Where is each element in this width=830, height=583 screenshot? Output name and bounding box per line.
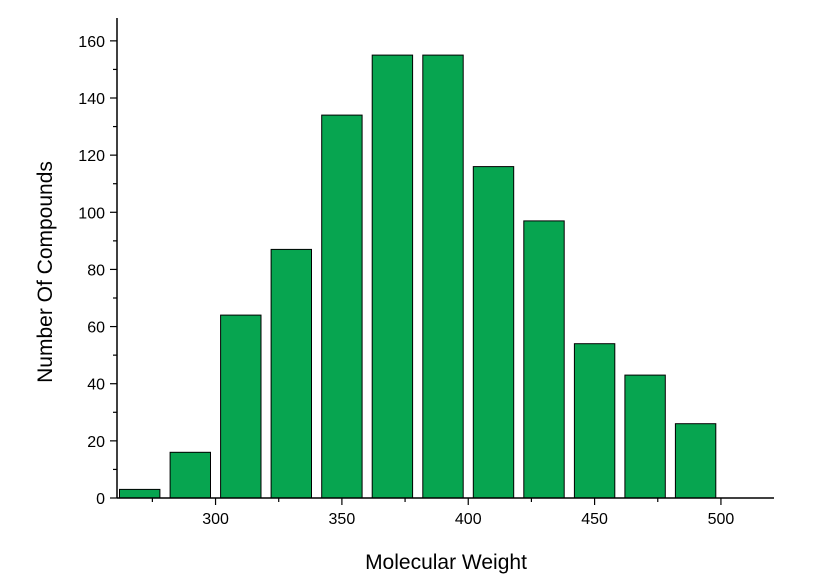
- bar: [674, 423, 717, 499]
- x-axis: 300 350 400 450 500: [117, 497, 774, 528]
- y-axis-title: Number Of Compounds: [34, 161, 57, 383]
- bars-group: [119, 54, 717, 499]
- bar: [573, 343, 616, 499]
- bar: [371, 54, 414, 499]
- y-tick-label: 140: [78, 91, 105, 108]
- y-tick-label: 40: [87, 377, 105, 394]
- y-tick-label: 80: [87, 262, 105, 279]
- x-axis-title: Molecular Weight: [365, 551, 527, 574]
- bar: [321, 114, 363, 499]
- bar: [169, 451, 212, 499]
- y-tick-label: 120: [78, 148, 105, 165]
- bar: [270, 248, 313, 499]
- y-axis: 0 20 40 60 80 100 120 140 160: [78, 18, 118, 508]
- bar: [119, 488, 161, 499]
- bar: [220, 314, 262, 499]
- x-tick-label: 450: [581, 511, 608, 528]
- x-tick-label: 300: [202, 511, 229, 528]
- y-tick-label: 20: [87, 434, 105, 451]
- y-tick-label: 100: [78, 205, 105, 222]
- y-tick-label: 60: [87, 320, 105, 337]
- x-tick-label: 500: [708, 511, 735, 528]
- x-tick-label: 400: [455, 511, 482, 528]
- y-tick-label: 160: [78, 34, 105, 51]
- bar: [472, 166, 515, 499]
- x-tick-label: 350: [329, 511, 356, 528]
- y-tick-label: 0: [96, 491, 105, 508]
- bar: [422, 54, 464, 499]
- bar: [624, 374, 666, 499]
- bar: [523, 220, 565, 499]
